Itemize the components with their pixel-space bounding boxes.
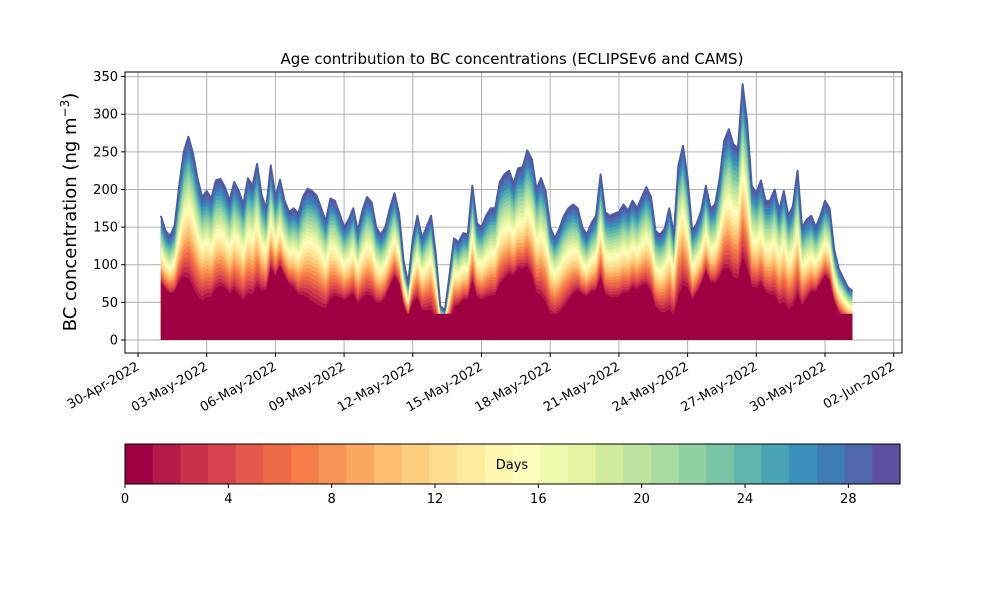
colorbar-segment xyxy=(733,444,763,484)
colorbar-segment xyxy=(180,444,209,484)
colorbar-segment xyxy=(816,444,846,484)
colorbar-segment xyxy=(595,444,624,484)
x-tick-label: 24-May-2022 xyxy=(610,359,692,415)
colorbar-segment xyxy=(567,444,597,484)
colorbar-tick-label: 0 xyxy=(121,492,129,507)
colorbar-segment xyxy=(263,444,292,484)
plot-frame xyxy=(124,71,903,354)
colorbar-segment xyxy=(291,444,320,484)
y-tick-label: 250 xyxy=(93,145,118,160)
colorbar-segment xyxy=(623,444,652,484)
colorbar-segment xyxy=(650,444,680,484)
y-tick-label: 50 xyxy=(101,296,118,311)
x-tick-label: 06-May-2022 xyxy=(198,359,280,415)
total-line-group xyxy=(159,83,854,311)
colorbar-tick-label: 12 xyxy=(427,492,444,507)
colorbar-segment xyxy=(706,444,735,484)
colorbar-segment xyxy=(152,444,181,484)
colorbar-segment xyxy=(346,444,375,484)
colorbar-segment xyxy=(208,444,237,484)
colorbar-segment xyxy=(872,444,901,484)
chart-title: Age contribution to BC concentrations (E… xyxy=(281,50,744,68)
colorbar-label: Days xyxy=(496,458,529,473)
colorbar-ticks: 0 4 8 12 16 20 24 28 xyxy=(121,484,857,507)
x-tick-label: 18-May-2022 xyxy=(473,359,555,415)
y-tick-label: 100 xyxy=(93,258,118,273)
colorbar-tick-label: 28 xyxy=(840,492,857,507)
colorbar-tick-label: 8 xyxy=(328,492,336,507)
colorbar-tick-label: 20 xyxy=(633,492,650,507)
x-tick-label: 12-May-2022 xyxy=(335,359,417,415)
colorbar-segment xyxy=(374,444,403,484)
y-tick-label: 350 xyxy=(93,70,118,85)
x-tick-label: 15-May-2022 xyxy=(404,359,486,415)
colorbar-segment xyxy=(235,444,264,484)
y-axis-label: BC concentration (ng m−3) xyxy=(58,93,81,332)
y-tick-label: 300 xyxy=(93,108,118,123)
y-axis-label-close: ) xyxy=(60,93,81,100)
colorbar-tick-label: 16 xyxy=(530,492,547,507)
colorbar-segment xyxy=(761,444,790,484)
y-tick-label: 0 xyxy=(110,334,118,349)
y-axis-ticks: 0 50 100 150 200 250 300 350 xyxy=(93,70,125,349)
colorbar-frame xyxy=(124,443,901,485)
colorbar-segment xyxy=(457,444,486,484)
colorbar-segment xyxy=(125,444,154,484)
colorbar-tick-label: 4 xyxy=(224,492,232,507)
x-tick-label: 30-May-2022 xyxy=(747,359,829,415)
x-tick-label: 27-May-2022 xyxy=(679,359,761,415)
colorbar-segment xyxy=(512,444,541,484)
x-tick-label: 09-May-2022 xyxy=(266,359,348,415)
colorbar-tick-label: 24 xyxy=(737,492,754,507)
colorbar-segment xyxy=(429,444,458,484)
y-tick-label: 150 xyxy=(93,221,118,236)
colorbar-segment xyxy=(318,444,348,484)
colorbar-segment xyxy=(844,444,873,484)
colorbar-segment xyxy=(540,444,569,484)
colorbar-segment xyxy=(401,444,431,484)
x-tick-label: 21-May-2022 xyxy=(541,359,623,415)
colorbar-segment xyxy=(678,444,707,484)
stacked-areas xyxy=(160,84,853,340)
y-axis-label-main: BC concentration (ng m xyxy=(60,117,81,331)
colorbar xyxy=(125,444,901,484)
colorbar-segment xyxy=(789,444,818,484)
colorbar-segment xyxy=(484,444,514,484)
total-bc-line xyxy=(159,83,854,311)
x-tick-label: 03-May-2022 xyxy=(129,359,211,415)
y-axis-label-sup: −3 xyxy=(58,100,72,118)
age-band-base xyxy=(160,313,853,340)
y-tick-label: 200 xyxy=(93,183,118,198)
x-axis-ticks: 30-Apr-202203-May-202206-May-202209-May-… xyxy=(65,353,898,415)
x-tick-label: 02-Jun-2022 xyxy=(821,359,898,412)
